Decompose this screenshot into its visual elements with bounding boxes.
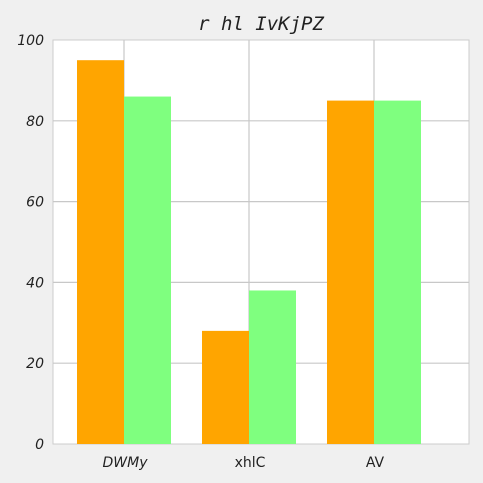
y-tick-label: 20	[26, 356, 44, 372]
bar-series-1-DWMy	[77, 60, 124, 444]
x-tick-label: DWMy	[103, 455, 149, 471]
bar-series-2-AV	[374, 100, 421, 444]
x-tick-label: AV	[366, 455, 385, 471]
bar-series-2-DWMy	[124, 96, 171, 444]
x-tick-label: xhlC	[235, 455, 266, 471]
bar-series-1-xhlC	[202, 330, 249, 444]
x-axis-ticks: DWMy xhlC AV	[103, 455, 385, 471]
bar-series-2-xhlC	[249, 290, 296, 444]
y-tick-label: 100	[17, 33, 44, 49]
y-tick-label: 80	[26, 114, 44, 130]
bar-series-1-AV	[327, 100, 374, 444]
chart-title: r hl IvKjPZ	[198, 13, 324, 35]
y-axis-ticks: 0 20 40 60 80 100	[17, 33, 44, 453]
y-tick-label: 40	[26, 275, 44, 291]
y-tick-label: 60	[26, 195, 44, 211]
y-tick-label: 0	[35, 437, 44, 453]
bars	[77, 60, 421, 444]
